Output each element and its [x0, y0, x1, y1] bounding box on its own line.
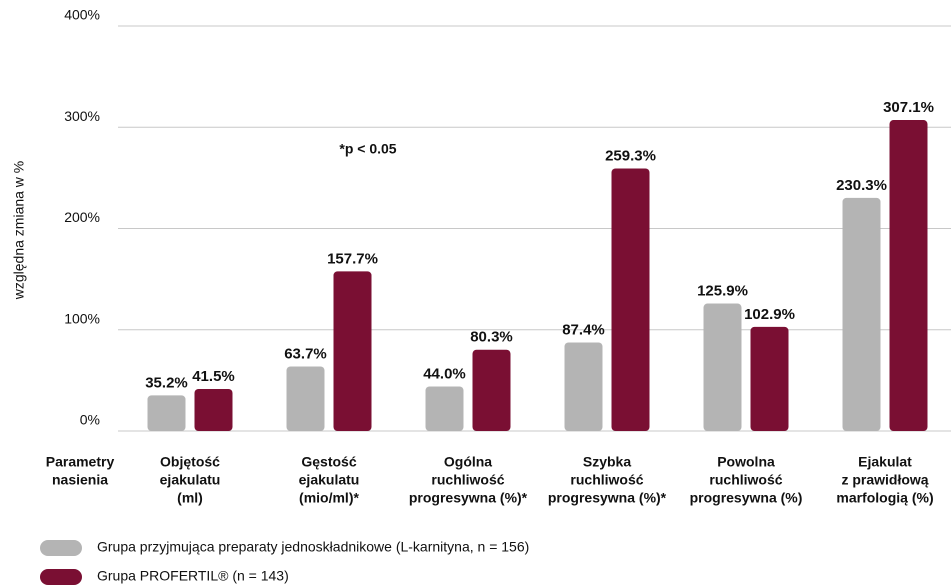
legend-swatch [40, 569, 82, 585]
x-tick-label: z prawidłową [841, 472, 928, 488]
x-tick-label: Szybka [583, 454, 631, 470]
value-label: 80.3% [470, 329, 513, 346]
x-tick-label: ejakulatu [299, 472, 360, 488]
legend-label: Grupa przyjmująca preparaty jednoskładni… [97, 539, 529, 555]
bar [425, 386, 464, 431]
x-tick-label: Ogólna [444, 454, 492, 470]
value-label: 44.0% [423, 365, 466, 382]
y-tick-label: 300% [64, 108, 100, 124]
annotation: *p < 0.05 [339, 141, 396, 157]
x-tick-label: ruchliwość [709, 472, 782, 488]
value-label: 87.4% [562, 321, 605, 338]
x-tick-label: progresywna (%) [690, 490, 803, 506]
value-label: 307.1% [883, 99, 934, 116]
x-tick-label: Powolna [717, 454, 775, 470]
x-tick-label: ejakulatu [160, 472, 221, 488]
x-tick-label: Gęstość [301, 454, 356, 470]
value-label: 63.7% [284, 345, 327, 362]
value-label: 259.3% [605, 147, 656, 164]
value-label: 35.2% [145, 374, 188, 391]
value-label: 102.9% [744, 306, 795, 323]
x-tick-label: marfologią (%) [836, 490, 933, 506]
x-axis-label: Parametry [46, 454, 115, 470]
x-axis-label: nasienia [52, 472, 108, 488]
bar [472, 349, 511, 431]
bar [611, 168, 650, 432]
y-tick-label: 100% [64, 310, 100, 326]
legend-swatch [40, 540, 82, 556]
value-label: 157.7% [327, 250, 378, 267]
bar [147, 395, 186, 431]
value-label: 41.5% [192, 368, 235, 385]
legend-label: Grupa PROFERTIL® (n = 143) [97, 568, 289, 584]
bar [194, 388, 233, 431]
x-tick-label: progresywna (%)* [409, 490, 528, 506]
x-tick-label: (mio/ml)* [299, 490, 359, 506]
x-tick-label: ruchliwość [570, 472, 643, 488]
x-tick-label: (ml) [177, 490, 203, 506]
bar [286, 366, 325, 431]
y-axis-label: względna zmiana w % [11, 161, 27, 301]
value-label: 125.9% [697, 282, 748, 299]
x-tick-label: progresywna (%)* [548, 490, 667, 506]
bar [703, 303, 742, 431]
bar [333, 271, 372, 431]
y-tick-label: 200% [64, 209, 100, 225]
bar [842, 197, 881, 431]
y-tick-label: 0% [80, 412, 100, 428]
bar [750, 326, 789, 431]
x-tick-label: Ejakulat [858, 454, 912, 470]
x-tick-label: ruchliwość [431, 472, 504, 488]
bar [564, 342, 603, 431]
bar [889, 120, 928, 431]
value-label: 230.3% [836, 177, 887, 194]
y-tick-label: 400% [64, 7, 100, 23]
x-tick-label: Objętość [160, 454, 220, 470]
